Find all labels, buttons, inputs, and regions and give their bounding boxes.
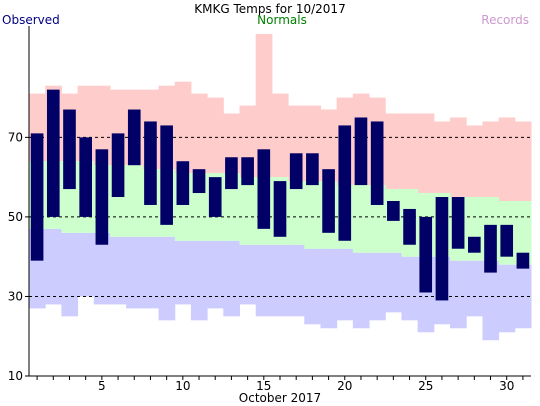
observed-bar [192,169,206,194]
record-low-bar [109,236,127,305]
legend-records: Records [481,13,529,27]
observed-bar [30,133,44,261]
observed-bar [354,117,368,186]
y-tick-label: 10 [8,369,23,383]
record-low-bar [304,248,321,325]
record-low-bar [498,264,516,333]
record-high-bar [433,121,451,194]
observed-bar [95,149,109,245]
record-high-bar [385,113,402,190]
record-low-bar [288,244,305,317]
observed-bar [241,157,254,186]
record-high-bar [466,125,483,198]
observed-bar [322,169,335,233]
observed-bar [516,252,530,269]
record-high-bar [255,33,273,178]
observed-bar [451,197,465,249]
observed-bar [468,236,481,253]
record-high-bar [271,93,289,178]
x-tick-label: 20 [337,379,352,393]
axes [25,26,531,380]
record-low-bar [77,232,95,297]
record-low-bar [401,256,419,321]
x-tick-label: 30 [499,379,514,393]
chart-title: KMKG Temps for 10/2017 [194,2,345,16]
observed-bar [111,133,125,198]
observed-bar [144,121,157,205]
record-low-bar [239,244,257,305]
record-low-bar [158,236,176,321]
record-high-bar [482,121,500,198]
record-low-bar [174,240,192,305]
observed-bar [419,216,433,293]
normal-bar [239,177,257,245]
record-low-bar [352,252,370,329]
record-high-bar [320,109,338,182]
observed-bar [403,208,416,245]
observed-bar [387,201,400,221]
observed-bar [46,89,60,217]
record-low-bar [142,236,160,309]
record-high-bar [450,117,467,198]
record-low-bar [61,232,79,317]
observed-bar [273,181,287,237]
record-low-bar [450,260,467,329]
x-tick-label: 5 [98,379,106,393]
observed-bar [176,161,190,205]
record-low-bar [207,240,224,309]
record-high-bar [174,81,192,174]
observed-bar [370,121,384,205]
record-low-bar [190,240,208,321]
normal-bar [223,173,241,241]
legend-observed: Observed [2,13,60,27]
x-tick-label: 15 [256,379,271,393]
observed-bar [306,153,319,186]
record-low-bar [369,252,386,321]
x-tick-label: 25 [418,379,433,393]
record-low-bar [45,228,62,305]
observed-bar [484,224,497,273]
record-high-bar [401,113,419,190]
record-high-bar [190,93,208,174]
y-tick-label: 70 [8,130,23,144]
y-tick-label: 30 [8,289,23,303]
normal-bar [352,185,370,253]
record-low-bar [271,244,289,317]
record-low-bar [482,260,500,341]
x-tick-label: 10 [175,379,190,393]
observed-range-layer [30,89,530,301]
observed-bar [208,177,222,217]
observed-bar [127,109,141,166]
record-low-bar [223,240,241,317]
legend-normals: Normals [257,13,307,27]
observed-bar [225,157,238,190]
record-low-bar [385,252,402,313]
observed-bar [79,137,92,217]
record-high-bar [514,121,532,201]
record-low-bar [93,232,111,305]
observed-bar [63,109,76,190]
tick-labels: 10 30 50 70 5 10 15 20 25 30 [8,130,515,393]
record-low-bar [336,248,354,321]
normal-bar [304,181,321,249]
observed-bar [289,153,303,190]
record-low-bar [126,236,143,309]
record-high-bar [417,113,435,194]
observed-bar [160,125,173,225]
record-high-bar [498,117,516,201]
y-tick-label: 50 [8,210,23,224]
observed-bar [338,125,352,241]
normal-bar [288,181,305,245]
record-low-bar [466,260,483,317]
record-high-bar [207,97,224,174]
observed-bar [500,224,514,257]
observed-bar [257,149,271,229]
x-axis-label: October 2017 [239,391,321,405]
observed-bar [435,197,449,301]
record-low-bar [255,244,273,317]
record-high-bar [93,85,111,166]
normal-bar [126,165,143,237]
record-low-bar [320,248,338,329]
